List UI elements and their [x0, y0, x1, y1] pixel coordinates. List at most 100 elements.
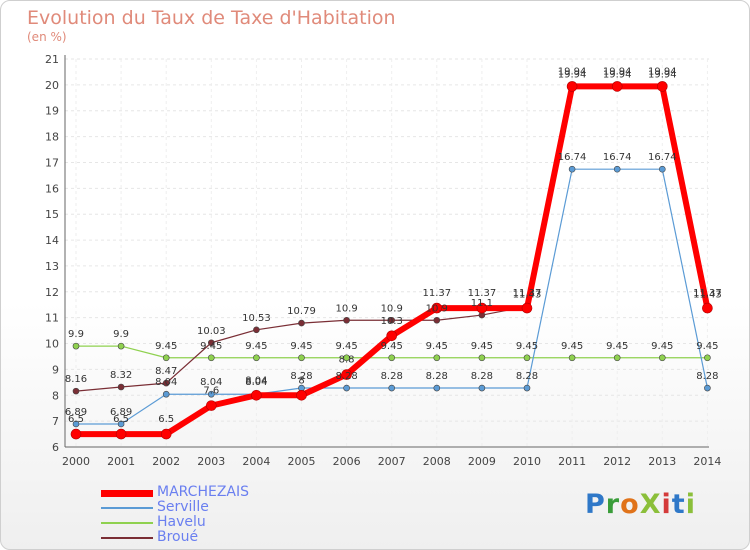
data-point: [341, 369, 352, 380]
data-label: 8.28: [426, 371, 448, 382]
data-label: 11.43: [513, 290, 542, 301]
data-point: [298, 319, 305, 327]
data-label: 9.45: [290, 341, 312, 352]
data-label: 8: [298, 375, 304, 386]
data-label: 10.53: [242, 313, 271, 324]
grid: [65, 58, 709, 448]
data-label: 8.04: [245, 375, 267, 386]
data-label: 19.94: [648, 69, 677, 80]
series-layer: [70, 81, 713, 440]
data-point: [704, 354, 711, 362]
data-label: 8.28: [516, 371, 538, 382]
y-tick-label: 17: [45, 156, 59, 169]
data-point: [566, 81, 578, 92]
y-tick-label: 8: [52, 389, 59, 402]
data-point: [523, 384, 531, 392]
y-tick-label: 6: [52, 441, 59, 454]
data-label: 8.28: [290, 371, 312, 382]
data-label: 11.37: [422, 288, 451, 299]
data-label: 19.94: [648, 66, 677, 77]
data-point: [253, 326, 260, 334]
logo-letter: i: [685, 489, 696, 520]
data-point: [568, 354, 576, 362]
data-point: [702, 302, 713, 314]
x-tick-label: 2008: [423, 455, 451, 468]
axes: 6 7 8 9 10 11 12 13 14 15 16 17 18 19 20 21 2000 2001 2002…: [45, 53, 721, 468]
data-label: 9.45: [651, 341, 673, 352]
data-label: 11.37: [468, 288, 497, 299]
data-label: 16.74: [558, 152, 587, 163]
data-label: 6.89: [65, 407, 87, 418]
data-label: 6.89: [110, 407, 132, 418]
y-tick-label: 13: [45, 260, 59, 273]
data-label: 8.04: [245, 377, 267, 388]
legend-swatch: [101, 490, 153, 497]
data-point: [388, 354, 396, 362]
legend-swatch: [101, 507, 153, 509]
data-point: [521, 302, 533, 314]
data-label: 10.9: [381, 303, 403, 314]
logo-letter: t: [671, 489, 686, 520]
data-point: [72, 342, 80, 350]
data-label: 9.45: [606, 341, 628, 352]
data-point: [298, 354, 305, 362]
x-tick-label: 2007: [378, 455, 406, 468]
data-label: 8.28: [696, 371, 718, 382]
data-point: [296, 389, 307, 401]
data-point: [611, 81, 623, 92]
x-tick-label: 2001: [107, 455, 135, 468]
data-label: 9.45: [561, 341, 583, 352]
legend-label: Havelu: [157, 514, 206, 530]
data-label: 9.45: [696, 341, 718, 352]
y-tick-label: 18: [45, 131, 59, 144]
data-label: 9.45: [155, 341, 177, 352]
data-label: 9.45: [200, 341, 222, 352]
data-point: [117, 342, 125, 350]
x-tick-label: 2012: [603, 455, 631, 468]
data-point: [162, 379, 170, 387]
data-point: [117, 420, 125, 428]
data-point: [478, 354, 486, 362]
data-label: 9.45: [471, 341, 493, 352]
data-labels: 9.9 9.9 9.45 9.45 9.45 9.45 9.45 9.45 9.45 9.45 9.…: [65, 66, 722, 425]
data-label: 19.94: [558, 69, 587, 80]
data-label: 8.8: [339, 355, 355, 366]
data-label: 9.9: [113, 329, 129, 340]
x-tick-label: 2002: [152, 455, 180, 468]
data-label: 8.16: [65, 374, 87, 385]
logo-letter: o: [620, 489, 640, 520]
y-tick-label: 21: [45, 53, 59, 66]
data-label: 6.5: [68, 414, 84, 425]
data-label: 6.5: [113, 414, 129, 425]
data-point: [343, 384, 350, 392]
y-tick-label: 14: [45, 234, 59, 247]
data-label: 16.74: [648, 152, 677, 163]
data-point: [72, 420, 80, 428]
legend-swatch: [101, 522, 153, 524]
legend-label: Broué: [157, 529, 199, 545]
data-point: [613, 165, 621, 173]
data-label: 11.43: [693, 290, 722, 301]
data-label: 10.9: [335, 303, 357, 314]
legend-label: Serville: [157, 499, 209, 515]
y-tick-label: 12: [45, 286, 59, 299]
data-point: [343, 316, 350, 324]
data-point: [523, 354, 531, 362]
data-point: [115, 428, 127, 440]
data-label: 9.45: [516, 341, 538, 352]
data-point: [388, 316, 396, 324]
data-label: 6.5: [158, 414, 174, 425]
y-tick-label: 10: [45, 338, 59, 351]
data-point: [208, 339, 215, 347]
data-label: 8.28: [381, 371, 403, 382]
data-label: 8.28: [335, 371, 357, 382]
data-label: 11.1: [471, 298, 493, 309]
x-tick-label: 2011: [558, 455, 586, 468]
data-label: 8.04: [200, 377, 222, 388]
data-point: [208, 390, 215, 398]
legend-label: MARCHEZAIS: [157, 484, 250, 500]
data-label: 11.37: [513, 288, 542, 299]
y-tick-label: 7: [52, 415, 59, 428]
data-point: [568, 165, 576, 173]
